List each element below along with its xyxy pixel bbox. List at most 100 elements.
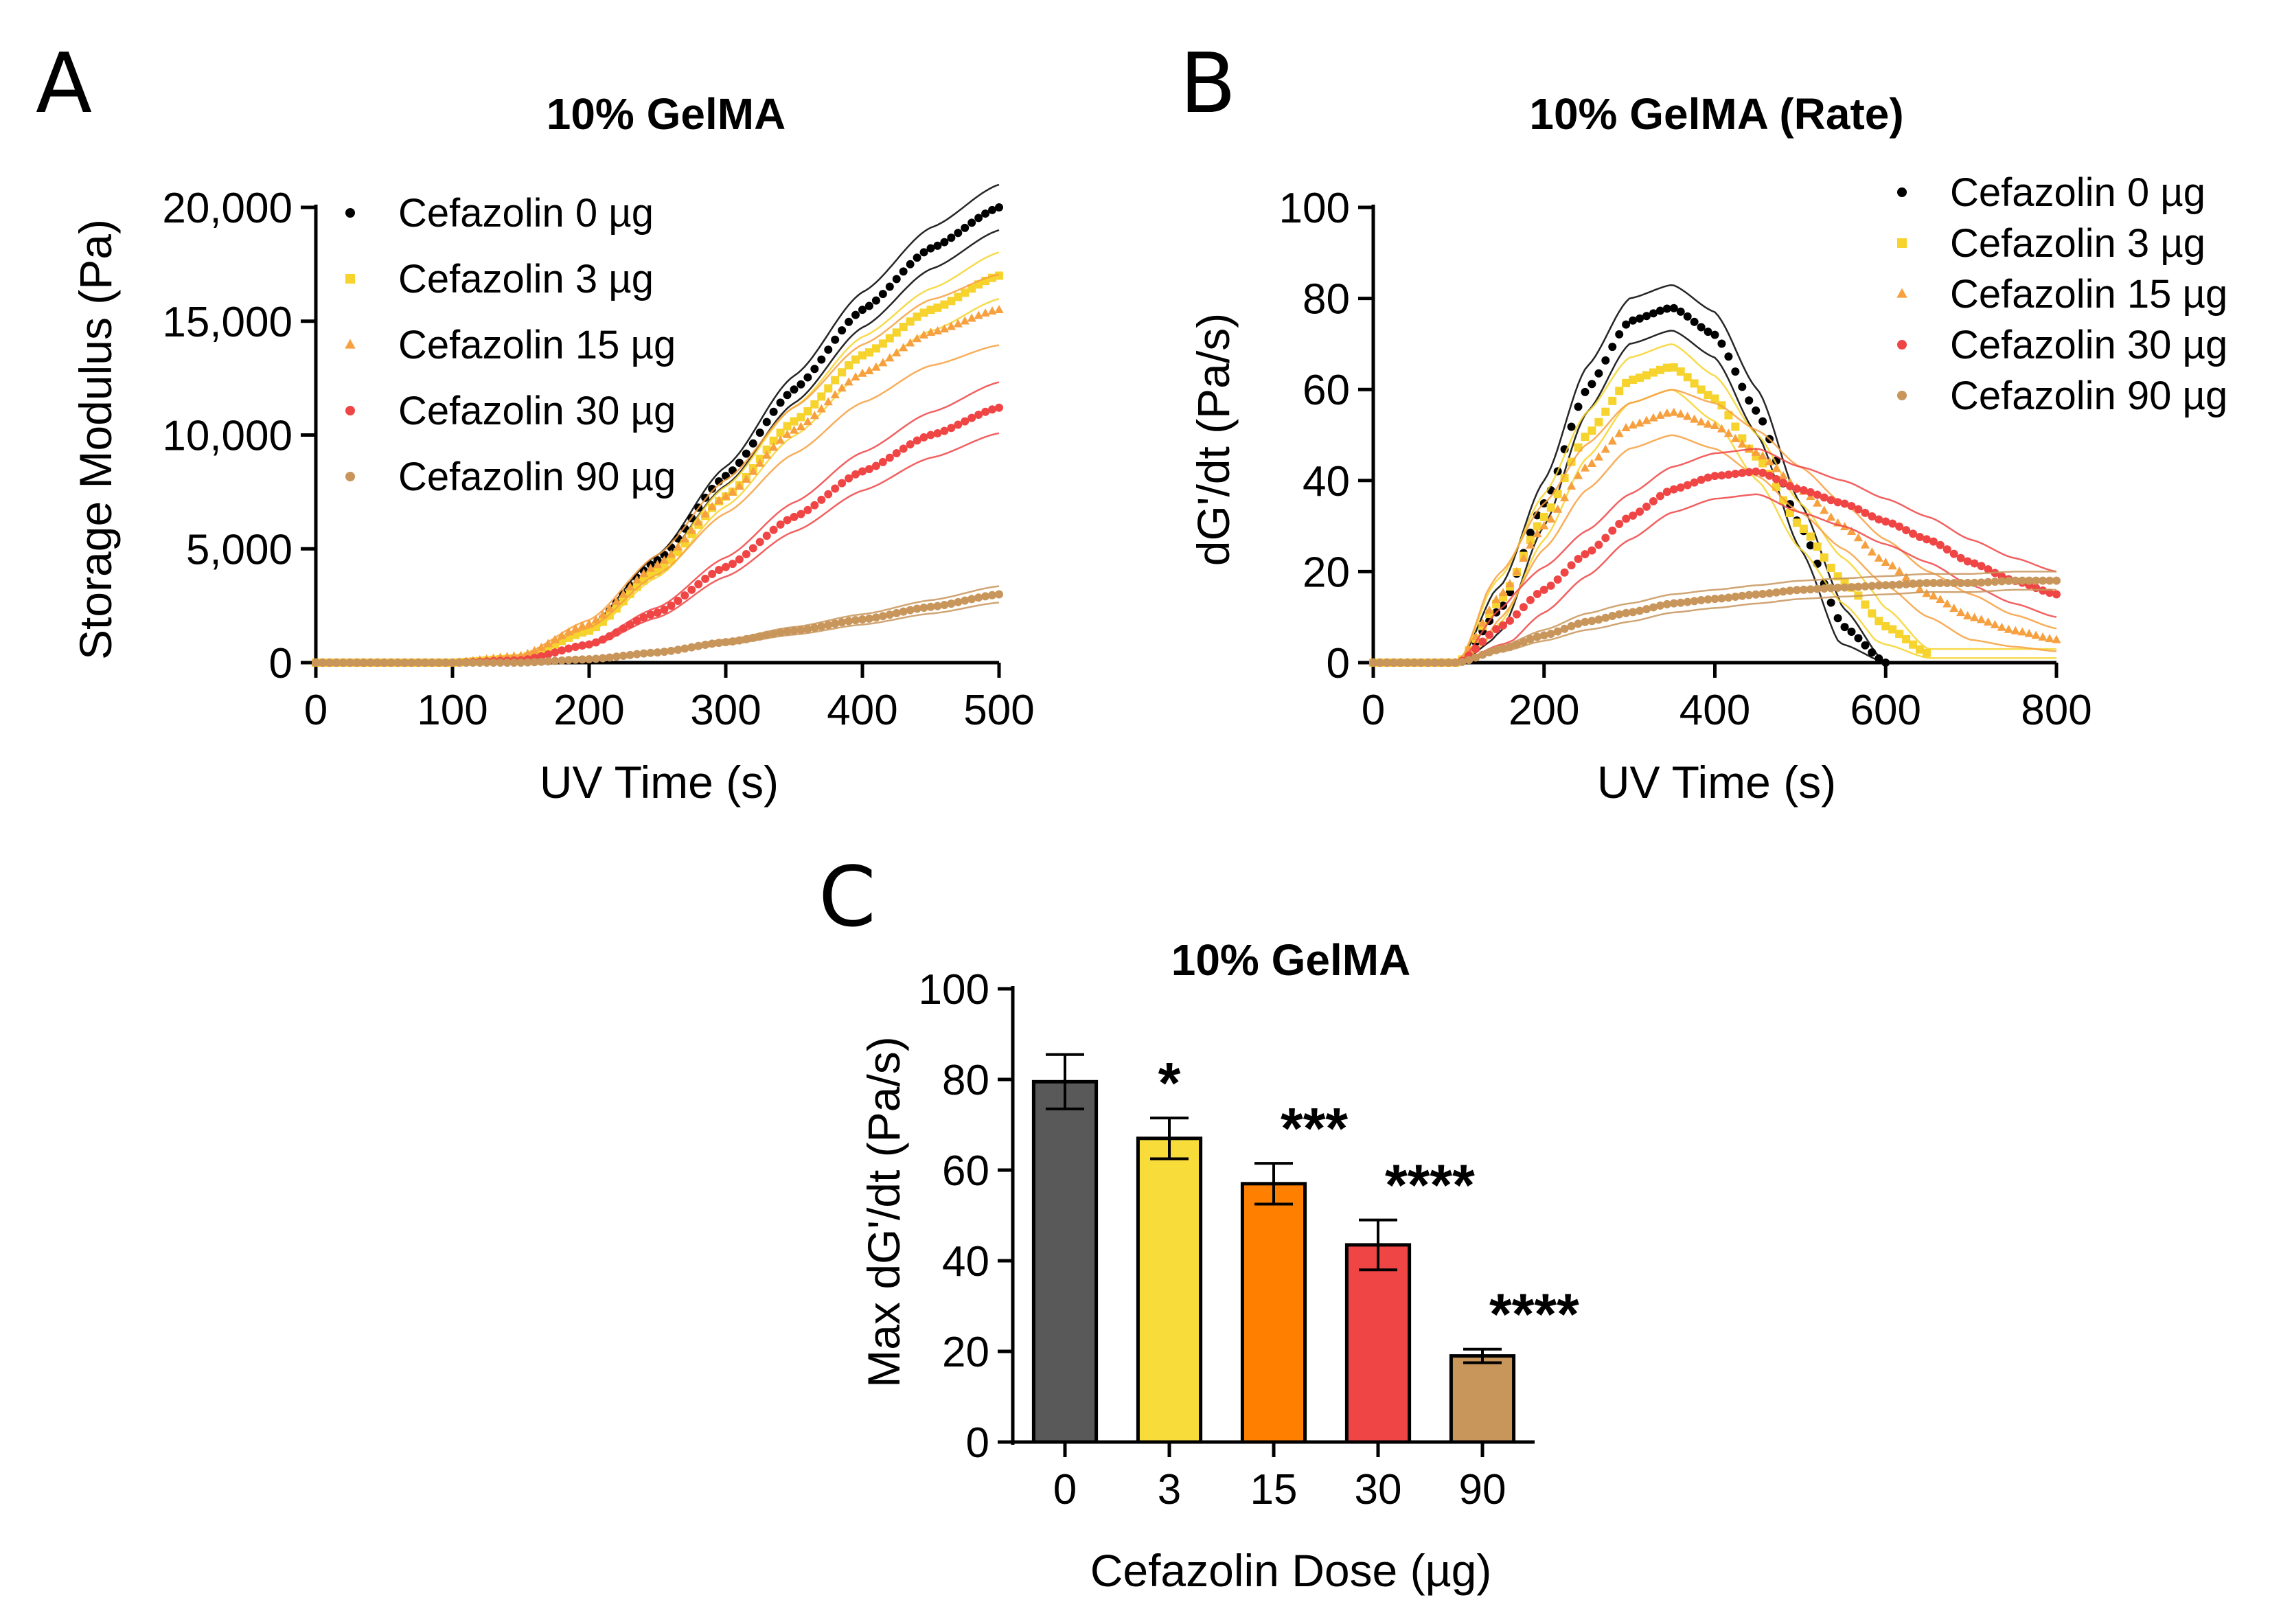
data-point bbox=[735, 459, 744, 468]
data-point bbox=[1881, 557, 1890, 566]
data-point bbox=[1881, 517, 1890, 526]
data-point bbox=[762, 630, 771, 639]
data-point bbox=[1745, 591, 1754, 599]
data-point bbox=[1676, 598, 1685, 607]
data-point bbox=[1833, 583, 1842, 592]
data-point bbox=[1492, 625, 1501, 634]
data-point bbox=[1826, 496, 1835, 505]
data-point bbox=[755, 538, 764, 547]
x-tick-label: 500 bbox=[963, 687, 1034, 734]
data-point bbox=[1642, 605, 1651, 614]
data-point bbox=[1505, 579, 1515, 588]
panel-c-title: 10% GelMA bbox=[1171, 935, 1411, 985]
data-point bbox=[1895, 580, 1904, 589]
data-point bbox=[530, 658, 539, 667]
data-point bbox=[701, 574, 710, 583]
x-tick-label: 600 bbox=[1850, 687, 1921, 734]
data-point bbox=[1622, 320, 1631, 329]
data-point bbox=[1375, 659, 1384, 667]
data-point bbox=[1909, 640, 1918, 649]
data-point bbox=[332, 659, 341, 667]
data-point bbox=[995, 590, 1003, 599]
data-point bbox=[598, 635, 607, 644]
data-point bbox=[1881, 581, 1890, 590]
data-point bbox=[851, 310, 860, 319]
data-point bbox=[1519, 603, 1528, 612]
data-point bbox=[1485, 630, 1494, 639]
data-point bbox=[1403, 659, 1412, 667]
data-point bbox=[1895, 630, 1904, 639]
data-point bbox=[932, 326, 943, 335]
data-point bbox=[1567, 621, 1576, 630]
data-point bbox=[1607, 436, 1617, 445]
data-point bbox=[564, 644, 573, 653]
data-point bbox=[585, 640, 593, 649]
x-tick-label: 0 bbox=[1053, 1466, 1077, 1513]
data-point bbox=[1539, 585, 1548, 594]
data-point bbox=[1594, 615, 1603, 624]
legend-marker bbox=[1896, 288, 1907, 298]
data-point bbox=[1840, 577, 1849, 586]
data-point bbox=[325, 659, 334, 667]
error-band-lower bbox=[1373, 330, 2056, 664]
data-point bbox=[926, 431, 935, 439]
data-point bbox=[1785, 508, 1794, 517]
data-point bbox=[1901, 572, 1911, 581]
data-point bbox=[1806, 488, 1815, 496]
data-point bbox=[1723, 428, 1733, 437]
data-point bbox=[961, 288, 970, 297]
data-point bbox=[1642, 312, 1651, 321]
data-point bbox=[810, 411, 819, 420]
data-point bbox=[619, 589, 628, 598]
data-point bbox=[755, 458, 765, 467]
data-point bbox=[913, 312, 921, 321]
legend-label: Cefazolin 30 µg bbox=[1950, 323, 2227, 367]
legend-marker bbox=[1897, 340, 1907, 350]
data-point bbox=[626, 620, 634, 629]
data-point bbox=[899, 267, 908, 276]
data-point bbox=[1478, 618, 1487, 627]
data-point bbox=[1553, 504, 1563, 513]
data-point bbox=[1649, 603, 1658, 612]
data-point bbox=[1574, 619, 1583, 628]
data-point bbox=[919, 433, 928, 442]
data-point bbox=[1458, 658, 1467, 667]
data-point bbox=[1621, 422, 1631, 431]
data-point bbox=[2017, 627, 2027, 636]
data-point bbox=[1860, 540, 1870, 549]
data-point bbox=[1512, 640, 1521, 649]
data-point bbox=[1772, 464, 1781, 472]
data-point bbox=[769, 436, 778, 445]
data-point bbox=[1574, 402, 1583, 411]
data-point bbox=[1655, 365, 1664, 374]
data-point bbox=[571, 643, 580, 652]
data-point bbox=[598, 654, 607, 663]
data-point bbox=[1826, 598, 1835, 607]
data-point bbox=[906, 606, 915, 615]
data-point bbox=[748, 544, 757, 553]
data-point bbox=[544, 650, 553, 659]
data-point bbox=[940, 300, 949, 309]
data-point bbox=[988, 405, 997, 414]
data-point bbox=[1929, 578, 1938, 587]
y-tick-label: 15,000 bbox=[162, 299, 293, 346]
data-point bbox=[878, 358, 888, 367]
data-point bbox=[1710, 421, 1720, 430]
data-point bbox=[1785, 481, 1794, 490]
panel-a-y-axis-label: Storage Modulus (Pa) bbox=[70, 219, 121, 660]
data-point bbox=[1752, 467, 1761, 476]
data-point bbox=[1491, 595, 1501, 604]
data-point bbox=[1622, 514, 1631, 523]
data-point bbox=[1881, 659, 1890, 667]
series-2 bbox=[1368, 389, 2061, 666]
data-point bbox=[1875, 617, 1883, 626]
data-point bbox=[885, 353, 895, 362]
data-point bbox=[1533, 589, 1541, 598]
data-point bbox=[892, 449, 901, 458]
data-point bbox=[632, 582, 641, 591]
data-point bbox=[783, 391, 792, 400]
data-point bbox=[2032, 576, 2041, 585]
data-point bbox=[2018, 576, 2027, 585]
data-point bbox=[728, 637, 737, 646]
data-point bbox=[1690, 317, 1699, 326]
